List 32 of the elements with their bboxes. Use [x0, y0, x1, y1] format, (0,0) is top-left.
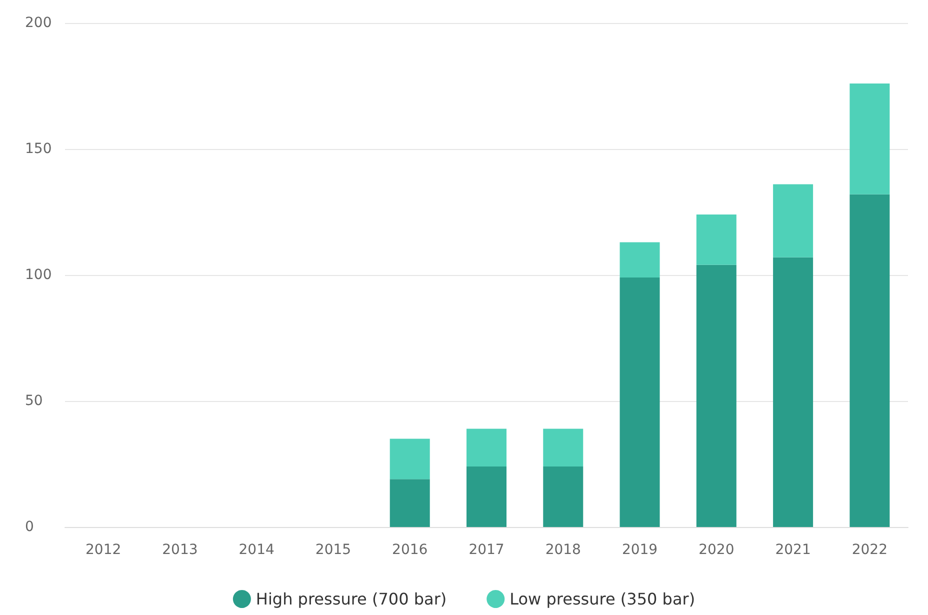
bar [543, 428, 584, 467]
y-tick-label: 200 [25, 15, 52, 31]
x-tick-label: 2012 [86, 542, 122, 558]
y-tick-label: 150 [25, 141, 52, 157]
legend-label: Low pressure (350 bar) [510, 590, 696, 608]
x-tick-label: 2020 [698, 542, 734, 558]
x-tick-label: 2021 [775, 542, 811, 558]
bar [773, 184, 814, 258]
bar [850, 83, 890, 194]
x-tick-label: 2017 [468, 542, 504, 558]
y-tick-label: 100 [25, 267, 52, 283]
bar [696, 214, 736, 265]
x-tick-label: 2016 [392, 542, 428, 558]
x-tick-label: 2022 [852, 542, 888, 558]
y-tick-label: 0 [25, 519, 34, 535]
bar [696, 264, 736, 527]
bar [390, 438, 430, 480]
x-tick-label: 2015 [315, 542, 352, 558]
bar [466, 428, 506, 467]
x-tick-label: 2014 [238, 542, 274, 558]
x-tick-label: 2018 [545, 542, 581, 558]
x-tick-label: 2019 [622, 542, 658, 558]
y-tick-label: 50 [25, 393, 43, 409]
bar [620, 242, 660, 278]
bar [773, 257, 814, 527]
bar [850, 194, 890, 527]
legend-label: High pressure (700 bar) [256, 590, 447, 608]
bar [620, 278, 660, 527]
bar [466, 466, 506, 527]
bar [543, 466, 584, 527]
bar [390, 479, 430, 527]
x-tick-label: 2013 [162, 542, 198, 558]
